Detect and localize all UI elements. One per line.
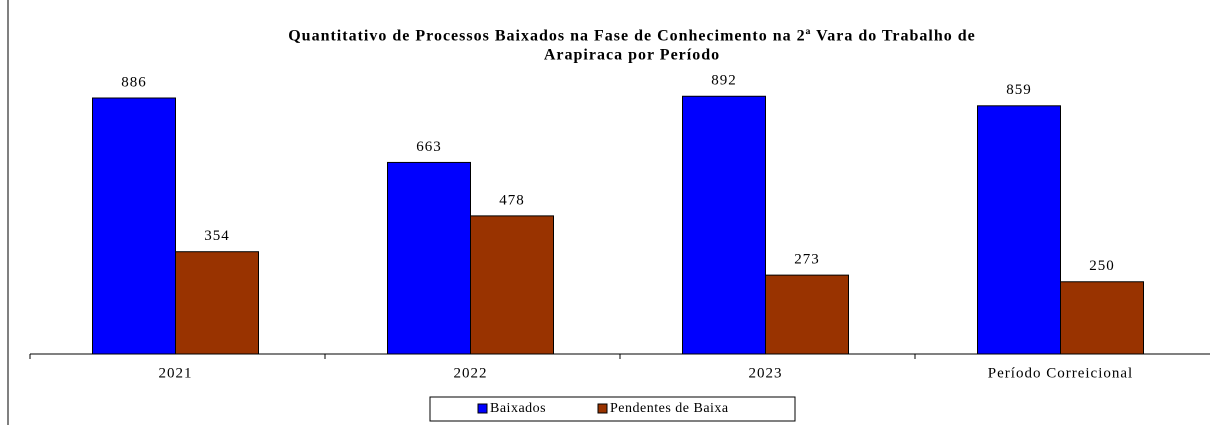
legend-swatch xyxy=(597,403,608,414)
legend-swatch xyxy=(477,403,488,414)
x-tick-label: Período Correicional xyxy=(988,365,1133,381)
bar xyxy=(92,97,176,355)
bar xyxy=(1060,281,1144,355)
data-label: 478 xyxy=(499,192,525,208)
x-tick-label: 2021 xyxy=(159,365,193,381)
data-label: 250 xyxy=(1089,258,1115,274)
data-label: 859 xyxy=(1006,82,1032,98)
x-tick-label: 2022 xyxy=(454,365,488,381)
bar xyxy=(175,251,259,355)
data-label: 892 xyxy=(711,73,737,89)
chart-title: Quantitativo de Processos Baixados na Fa… xyxy=(288,28,976,45)
bar xyxy=(682,95,766,355)
x-tick-label: 2023 xyxy=(749,365,783,381)
bar xyxy=(387,161,471,355)
data-label: 663 xyxy=(416,139,442,155)
legend xyxy=(429,396,796,422)
data-label: 886 xyxy=(121,74,147,90)
legend-label: Pendentes de Baixa xyxy=(610,401,729,416)
bar xyxy=(470,215,554,355)
data-label: 273 xyxy=(794,252,820,268)
data-label: 354 xyxy=(204,228,230,244)
bar xyxy=(977,105,1061,355)
chart-title: Arapiraca por Período xyxy=(544,47,720,64)
legend-label: Baixados xyxy=(490,401,546,416)
bar xyxy=(765,274,849,355)
